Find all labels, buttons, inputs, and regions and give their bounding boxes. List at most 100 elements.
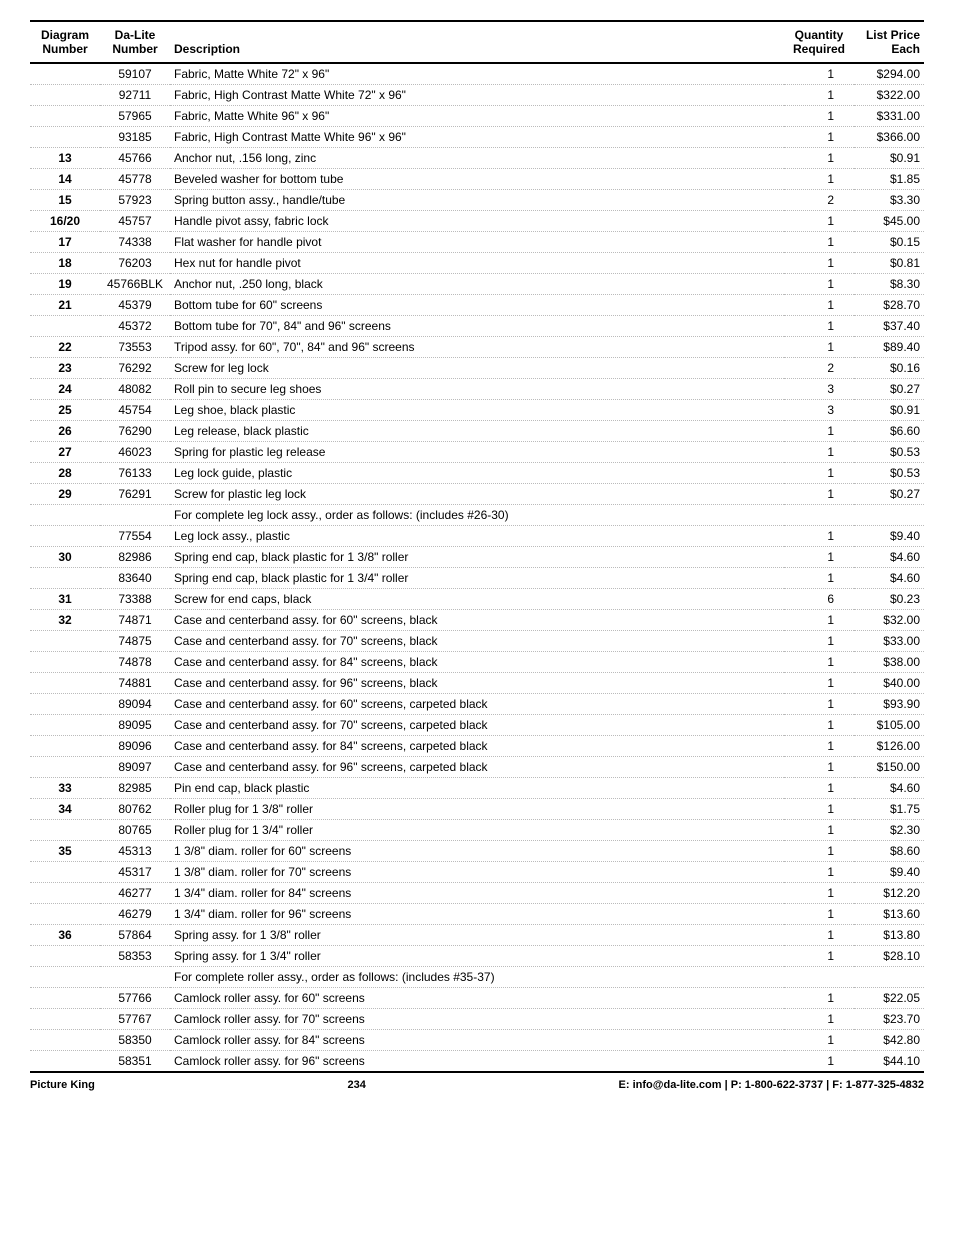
table-row: 1445778Beveled washer for bottom tube1$1…: [30, 169, 924, 190]
cell-description: For complete roller assy., order as foll…: [170, 967, 784, 988]
cell-dalite-number: 74878: [100, 652, 170, 673]
cell-price: $294.00: [854, 63, 924, 85]
cell-quantity: 1: [784, 295, 854, 316]
cell-price: $3.30: [854, 190, 924, 211]
cell-dalite-number: 46277: [100, 883, 170, 904]
cell-dalite-number: 93185: [100, 127, 170, 148]
cell-quantity: 1: [784, 568, 854, 589]
table-row: 16/2045757Handle pivot assy, fabric lock…: [30, 211, 924, 232]
cell-description: Case and centerband assy. for 84" screen…: [170, 736, 784, 757]
cell-quantity: 1: [784, 547, 854, 568]
cell-dalite-number: 46023: [100, 442, 170, 463]
table-row: 89097Case and centerband assy. for 96" s…: [30, 757, 924, 778]
table-row: 2746023Spring for plastic leg release1$0…: [30, 442, 924, 463]
cell-dalite-number: 92711: [100, 85, 170, 106]
cell-quantity: 1: [784, 715, 854, 736]
table-row: 58351Camlock roller assy. for 96" screen…: [30, 1051, 924, 1073]
cell-diagram-number: 16/20: [30, 211, 100, 232]
table-row: 1876203Hex nut for handle pivot1$0.81: [30, 253, 924, 274]
cell-diagram-number: [30, 757, 100, 778]
table-row: 2876133Leg lock guide, plastic1$0.53: [30, 463, 924, 484]
cell-dalite-number: 45313: [100, 841, 170, 862]
cell-diagram-number: 30: [30, 547, 100, 568]
cell-dalite-number: 80765: [100, 820, 170, 841]
cell-price: $42.80: [854, 1030, 924, 1051]
cell-description: 1 3/8" diam. roller for 70" screens: [170, 862, 784, 883]
cell-quantity: 1: [784, 652, 854, 673]
cell-diagram-number: 24: [30, 379, 100, 400]
cell-diagram-number: [30, 505, 100, 526]
cell-price: $9.40: [854, 526, 924, 547]
cell-diagram-number: 15: [30, 190, 100, 211]
cell-price: $150.00: [854, 757, 924, 778]
cell-price: $331.00: [854, 106, 924, 127]
cell-dalite-number: [100, 967, 170, 988]
cell-diagram-number: [30, 883, 100, 904]
cell-dalite-number: 76291: [100, 484, 170, 505]
cell-dalite-number: 74875: [100, 631, 170, 652]
cell-quantity: 1: [784, 862, 854, 883]
cell-description: Fabric, Matte White 96" x 96": [170, 106, 784, 127]
cell-description: Fabric, Matte White 72" x 96": [170, 63, 784, 85]
cell-description: For complete leg lock assy., order as fo…: [170, 505, 784, 526]
cell-price: $8.30: [854, 274, 924, 295]
table-row: 2145379Bottom tube for 60" screens1$28.7…: [30, 295, 924, 316]
table-row: 57965Fabric, Matte White 96" x 96"1$331.…: [30, 106, 924, 127]
header-dalite-l2: Number: [112, 42, 157, 56]
cell-quantity: 1: [784, 232, 854, 253]
table-row: 2273553Tripod assy. for 60", 70", 84" an…: [30, 337, 924, 358]
cell-diagram-number: 22: [30, 337, 100, 358]
cell-price: [854, 967, 924, 988]
table-row: For complete leg lock assy., order as fo…: [30, 505, 924, 526]
cell-price: $28.70: [854, 295, 924, 316]
cell-quantity: 1: [784, 63, 854, 85]
cell-quantity: 1: [784, 883, 854, 904]
cell-dalite-number: 46279: [100, 904, 170, 925]
cell-price: $0.53: [854, 463, 924, 484]
table-row: 1945766BLKAnchor nut, .250 long, black1$…: [30, 274, 924, 295]
cell-dalite-number: 57923: [100, 190, 170, 211]
cell-diagram-number: 14: [30, 169, 100, 190]
cell-dalite-number: 76292: [100, 358, 170, 379]
cell-quantity: 1: [784, 673, 854, 694]
cell-dalite-number: 57965: [100, 106, 170, 127]
cell-quantity: 1: [784, 337, 854, 358]
cell-diagram-number: [30, 568, 100, 589]
cell-diagram-number: [30, 988, 100, 1009]
table-row: 2545754Leg shoe, black plastic3$0.91: [30, 400, 924, 421]
cell-description: Camlock roller assy. for 84" screens: [170, 1030, 784, 1051]
footer-page-number: 234: [347, 1079, 365, 1091]
cell-quantity: 1: [784, 442, 854, 463]
cell-description: Case and centerband assy. for 60" screen…: [170, 694, 784, 715]
cell-quantity: 1: [784, 925, 854, 946]
cell-price: $4.60: [854, 568, 924, 589]
table-row: 45372Bottom tube for 70", 84" and 96" sc…: [30, 316, 924, 337]
cell-price: $93.90: [854, 694, 924, 715]
cell-diagram-number: 36: [30, 925, 100, 946]
cell-description: 1 3/4" diam. roller for 84" screens: [170, 883, 784, 904]
table-row: 35453131 3/8" diam. roller for 60" scree…: [30, 841, 924, 862]
cell-description: Spring assy. for 1 3/8" roller: [170, 925, 784, 946]
cell-dalite-number: 77554: [100, 526, 170, 547]
cell-description: Roller plug for 1 3/4" roller: [170, 820, 784, 841]
cell-quantity: 2: [784, 190, 854, 211]
cell-dalite-number: 48082: [100, 379, 170, 400]
table-row: 89095Case and centerband assy. for 70" s…: [30, 715, 924, 736]
cell-dalite-number: 45754: [100, 400, 170, 421]
cell-description: Flat washer for handle pivot: [170, 232, 784, 253]
table-row: 58353Spring assy. for 1 3/4" roller1$28.…: [30, 946, 924, 967]
cell-dalite-number: 58353: [100, 946, 170, 967]
table-row: 77554Leg lock assy., plastic1$9.40: [30, 526, 924, 547]
cell-price: [854, 505, 924, 526]
cell-description: Case and centerband assy. for 84" screen…: [170, 652, 784, 673]
cell-description: Case and centerband assy. for 60" screen…: [170, 610, 784, 631]
cell-quantity: 1: [784, 1051, 854, 1073]
cell-description: Case and centerband assy. for 70" screen…: [170, 631, 784, 652]
cell-diagram-number: 21: [30, 295, 100, 316]
cell-diagram-number: [30, 526, 100, 547]
cell-quantity: 1: [784, 610, 854, 631]
header-price-l1: List Price: [866, 28, 920, 42]
cell-price: $12.20: [854, 883, 924, 904]
cell-diagram-number: 18: [30, 253, 100, 274]
cell-dalite-number: 58350: [100, 1030, 170, 1051]
